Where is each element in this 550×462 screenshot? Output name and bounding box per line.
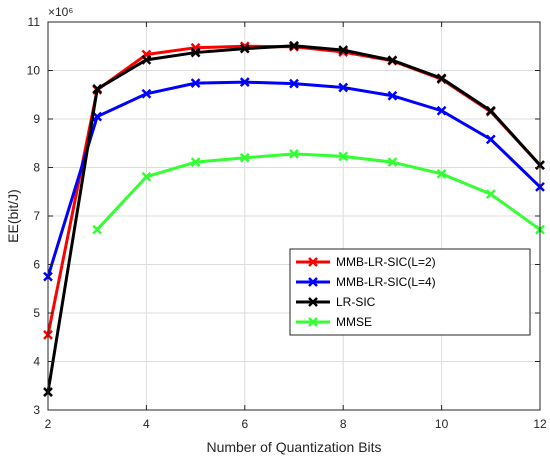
legend: MMB-LR-SIC(L=2) MMB-LR-SIC(L=4) LR-SIC MMSE — [289, 248, 531, 336]
y-tick-label: 6 — [33, 258, 40, 272]
y-tick-label: 4 — [33, 355, 40, 369]
data-point-marker — [92, 224, 103, 235]
data-point-marker — [141, 88, 152, 99]
data-point-marker — [338, 82, 349, 93]
data-point-marker — [190, 78, 201, 88]
x-tick-label: 4 — [143, 417, 150, 431]
data-point-marker — [387, 90, 398, 101]
legend-label: MMB-LR-SIC(L=4) — [336, 275, 436, 289]
data-point-marker — [436, 73, 447, 84]
y-tick-label: 8 — [33, 161, 40, 175]
y-tick-label: 7 — [33, 209, 40, 223]
legend-swatch-marker — [308, 277, 318, 287]
series-group — [43, 40, 545, 397]
data-point-marker — [338, 45, 349, 56]
series-2 — [43, 77, 545, 282]
data-point-marker — [141, 54, 152, 65]
y-tick-label: 10 — [27, 64, 41, 78]
data-point-marker — [92, 84, 103, 94]
data-point-marker — [239, 77, 250, 88]
data-point-marker — [485, 189, 496, 200]
data-point-marker — [190, 47, 201, 58]
y-multiplier-label: ×10⁶ — [48, 5, 73, 19]
x-axis-label: Number of Quantization Bits — [206, 439, 381, 455]
legend-entry: MMSE — [296, 315, 372, 329]
data-point-marker — [239, 152, 250, 163]
x-tick-label: 8 — [340, 417, 347, 431]
data-point-marker — [436, 168, 447, 179]
data-point-marker — [289, 40, 299, 51]
ticks: 2 4 6 8 10 12 3 4 5 6 7 8 9 10 11 — [27, 15, 547, 431]
y-axis-label: EE(bit/J) — [5, 189, 21, 243]
data-point-marker — [387, 55, 398, 66]
data-point-marker — [485, 134, 496, 145]
x-tick-label: 2 — [45, 417, 52, 431]
legend-swatch-marker — [308, 257, 318, 267]
data-point-marker — [239, 43, 250, 54]
data-point-marker — [141, 171, 152, 182]
y-tick-label: 5 — [33, 306, 40, 320]
x-tick-label: 10 — [435, 417, 449, 431]
x-tick-label: 6 — [241, 417, 248, 431]
data-point-marker — [289, 149, 299, 159]
data-point-marker — [485, 105, 496, 116]
data-point-marker — [338, 151, 349, 162]
legend-entry: MMB-LR-SIC(L=4) — [296, 275, 436, 289]
y-tick-label: 3 — [33, 403, 40, 417]
data-point-marker — [289, 78, 299, 89]
legend-label: LR-SIC — [336, 295, 376, 309]
legend-swatch-marker — [308, 297, 318, 307]
y-tick-label: 9 — [33, 112, 40, 126]
legend-label: MMSE — [336, 315, 372, 329]
data-point-marker — [190, 157, 201, 168]
legend-label: MMB-LR-SIC(L=2) — [336, 255, 436, 269]
y-tick-label: 11 — [28, 15, 41, 29]
x-tick-label: 12 — [533, 417, 547, 431]
legend-entry: LR-SIC — [296, 295, 376, 309]
data-point-marker — [387, 157, 398, 168]
data-point-marker — [436, 105, 447, 116]
series-line — [96, 152, 541, 231]
legend-entry: MMB-LR-SIC(L=2) — [296, 255, 436, 269]
legend-swatch-marker — [308, 317, 318, 327]
